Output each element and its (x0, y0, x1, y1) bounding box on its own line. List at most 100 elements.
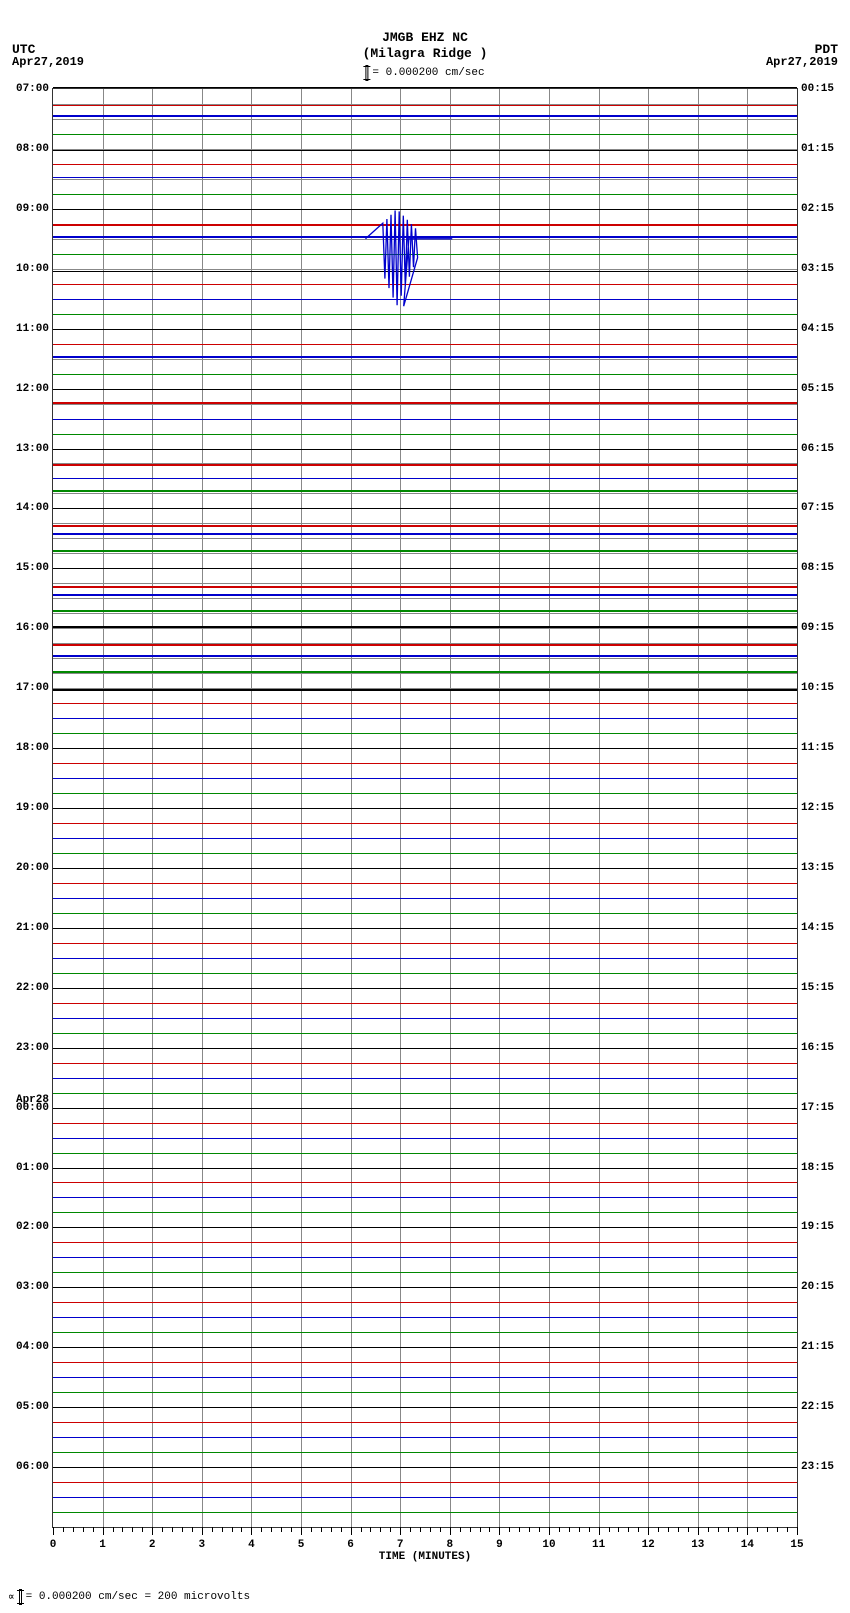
x-tick-minor (678, 1527, 679, 1532)
grid-hline (53, 1347, 797, 1348)
grid-hline (53, 883, 797, 884)
x-tick-minor (281, 1527, 282, 1532)
seismic-trace (53, 550, 797, 552)
grid-hline (53, 838, 797, 839)
scale-text: = 0.000200 cm/sec (372, 67, 484, 79)
grid-hline (53, 943, 797, 944)
grid-hline (53, 284, 797, 285)
x-tick-minor (132, 1527, 133, 1532)
seismic-trace (53, 87, 797, 88)
pdt-time-label: 17:15 (801, 1102, 834, 1114)
x-tick-minor (787, 1527, 788, 1532)
grid-vline (599, 89, 600, 1527)
grid-hline (53, 688, 797, 689)
grid-hline (53, 134, 797, 135)
x-tick-minor (63, 1527, 64, 1532)
pdt-time-label: 03:15 (801, 263, 834, 275)
grid-hline (53, 1407, 797, 1408)
grid-hline (53, 1257, 797, 1258)
grid-vline (351, 89, 352, 1527)
x-tick-minor (172, 1527, 173, 1532)
date-left: Apr27,2019 (12, 55, 84, 69)
x-tick-minor (757, 1527, 758, 1532)
date-right: Apr27,2019 (766, 55, 838, 69)
x-tick-label: 13 (691, 1539, 704, 1551)
pdt-time-label: 00:15 (801, 83, 834, 95)
pdt-time-label: 06:15 (801, 443, 834, 455)
x-tick-minor (73, 1527, 74, 1532)
footer-scale: ∝ = 0.000200 cm/sec = 200 microvolts (8, 1589, 250, 1605)
grid-vline (499, 89, 500, 1527)
x-tick-minor (232, 1527, 233, 1532)
seismic-trace (53, 150, 797, 151)
x-tick-label: 7 (397, 1539, 404, 1551)
x-tick-label: 8 (446, 1539, 453, 1551)
x-tick-minor (609, 1527, 610, 1532)
x-tick-label: 1 (99, 1539, 106, 1551)
x-tick-major (152, 1527, 153, 1535)
grid-hline (53, 1063, 797, 1064)
grid-hline (53, 1512, 797, 1513)
grid-hline (53, 1123, 797, 1124)
pdt-time-label: 13:15 (801, 862, 834, 874)
pdt-time-label: 01:15 (801, 143, 834, 155)
utc-time-label: 01:00 (16, 1162, 49, 1174)
x-tick-minor (509, 1527, 510, 1532)
seismogram-plot: TIME (MINUTES) 07:0008:0009:0010:0011:00… (52, 88, 798, 1528)
scale-indicator: = 0.000200 cm/sec (365, 65, 484, 81)
utc-time-label: 13:00 (16, 443, 49, 455)
grid-hline (53, 913, 797, 914)
x-tick-minor (470, 1527, 471, 1532)
x-tick-minor (539, 1527, 540, 1532)
x-tick-major (251, 1527, 252, 1535)
grid-hline (53, 823, 797, 824)
x-tick-label: 2 (149, 1539, 156, 1551)
x-tick-label: 10 (542, 1539, 555, 1551)
grid-hline (53, 1227, 797, 1228)
x-tick-label: 4 (248, 1539, 255, 1551)
grid-hline (53, 1048, 797, 1049)
grid-hline (53, 1138, 797, 1139)
x-tick-label: 0 (50, 1539, 57, 1551)
x-tick-label: 9 (496, 1539, 503, 1551)
x-axis-title: TIME (MINUTES) (379, 1551, 471, 1563)
x-tick-minor (569, 1527, 570, 1532)
grid-hline (53, 1392, 797, 1393)
seismic-trace (53, 115, 797, 117)
footer-prefix: ∝ (8, 1590, 15, 1604)
x-tick-minor (192, 1527, 193, 1532)
scale-bar-icon (365, 65, 368, 81)
grid-vline (103, 89, 104, 1527)
grid-vline (747, 89, 748, 1527)
pdt-time-label: 02:15 (801, 203, 834, 215)
x-tick-major (747, 1527, 748, 1535)
x-tick-minor (271, 1527, 272, 1532)
grid-hline (53, 568, 797, 569)
x-tick-minor (529, 1527, 530, 1532)
utc-time-label: 16:00 (16, 622, 49, 634)
x-tick-minor (321, 1527, 322, 1532)
utc-time-label: 19:00 (16, 802, 49, 814)
x-tick-minor (559, 1527, 560, 1532)
grid-hline (53, 538, 797, 539)
grid-hline (53, 1212, 797, 1213)
grid-hline (53, 1168, 797, 1169)
x-tick-minor (579, 1527, 580, 1532)
grid-hline (53, 1242, 797, 1243)
grid-hline (53, 658, 797, 659)
utc-time-label: 18:00 (16, 742, 49, 754)
grid-hline (53, 628, 797, 629)
seismic-trace (53, 525, 797, 527)
grid-hline (53, 1422, 797, 1423)
x-tick-minor (241, 1527, 242, 1532)
grid-hline (53, 374, 797, 375)
grid-hline (53, 598, 797, 599)
location-name: (Milagra Ridge ) (0, 46, 850, 62)
pdt-time-label: 18:15 (801, 1162, 834, 1174)
x-tick-minor (688, 1527, 689, 1532)
x-tick-minor (361, 1527, 362, 1532)
seismic-trace (53, 271, 797, 272)
grid-hline (53, 449, 797, 450)
x-tick-minor (291, 1527, 292, 1532)
grid-hline (53, 1033, 797, 1034)
